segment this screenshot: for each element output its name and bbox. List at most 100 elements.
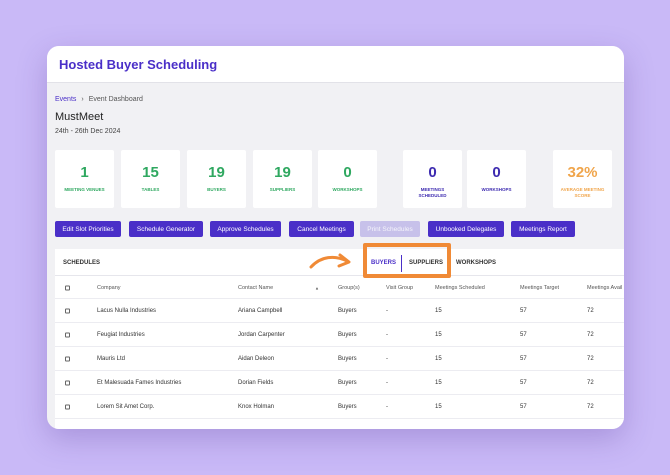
column-header-visit-group[interactable]: Visit Group [386,284,414,291]
stat-card-average-meeting-score: 32% AVERAGE MEETING SCORE [553,150,612,208]
stat-card-buyers: 19 BUYERS [187,150,246,208]
sort-asc-icon[interactable]: ▲ [315,285,319,290]
breadcrumb: Events › Event Dashboard [55,96,143,103]
cell-meetings-target: 57 [520,355,527,362]
cell-meetings-scheduled: 15 [435,307,442,314]
stat-value: 32% [567,164,598,181]
tab-buyers[interactable]: BUYERS [371,260,397,266]
cell-company: Et Malesuada Fames Industries [97,379,182,386]
top-bar: Hosted Buyer Scheduling [47,46,624,83]
print-schedules-button: Print Schedules [360,221,420,237]
cell-meetings-available: 72 [587,355,594,362]
cell-visit-group: - [386,331,388,338]
event-name: MustMeet [55,111,104,123]
cell-meetings-target: 57 [520,331,527,338]
stat-label: SUPPLIERS [269,187,296,192]
cell-meetings-target: 57 [520,379,527,386]
edit-slot-priorities-button[interactable]: Edit Slot Priorities [55,221,121,237]
breadcrumb-separator-icon: › [81,96,84,103]
stat-card-meeting-venues: 1 MEETING VENUES [55,150,114,208]
stat-label: BUYERS [207,187,226,192]
cell-meetings-available: 72 [587,307,594,314]
meetings-report-button[interactable]: Meetings Report [511,221,575,237]
cell-company: Feugiat Industries [97,331,145,338]
stat-card-scheduled-workshops: 0 WORKSHOPS [467,150,526,208]
cancel-meetings-button[interactable]: Cancel Meetings [289,221,354,237]
cell-contact: Knox Holman [238,403,275,410]
schedule-generator-button[interactable]: Schedule Generator [129,221,203,237]
tab-highlight-box [363,243,451,278]
stat-label: TABLES [141,187,160,192]
cell-contact: Aidan Deleon [238,355,275,362]
tab-divider [401,255,402,272]
cell-meetings-scheduled: 15 [435,403,442,410]
stat-card-meetings-scheduled: 0 MEETINGS SCHEDULED [403,150,462,208]
cell-meetings-available: 72 [587,379,594,386]
stat-card-suppliers: 19 SUPPLIERS [253,150,312,208]
schedules-title: SCHEDULES [63,260,101,266]
event-dates: 24th - 26th Dec 2024 [55,128,121,135]
cell-meetings-scheduled: 15 [435,331,442,338]
app-title: Hosted Buyer Scheduling [59,56,218,72]
stat-value: 0 [343,164,352,181]
column-header-contact[interactable]: Contact Name [238,284,274,291]
cell-meetings-available: 72 [587,403,594,410]
approve-schedules-button[interactable]: Approve Schedules [210,221,281,237]
app-window: Hosted Buyer Scheduling Events › Event D… [47,46,624,429]
table-row[interactable]: Lacus Nulla Industries Ariana Campbell B… [55,299,624,323]
cell-meetings-scheduled: 15 [435,355,442,362]
stat-value: 19 [208,164,225,181]
table-row[interactable]: Et Malesuada Fames Industries Dorian Fie… [55,371,624,395]
row-checkbox[interactable] [65,308,70,313]
stat-value: 0 [492,164,501,181]
pointer-arrow-icon [309,253,351,269]
cell-groups: Buyers [338,403,357,410]
tab-workshops[interactable]: WORKSHOPS [456,260,497,266]
table-row[interactable]: Lorem Sit Amet Corp. Knox Holman Buyers … [55,395,624,419]
stat-value: 15 [142,164,159,181]
row-checkbox[interactable] [65,404,70,409]
cell-meetings-target: 57 [520,307,527,314]
cell-groups: Buyers [338,355,357,362]
column-header-meetings-target[interactable]: Meetings Target [520,284,560,291]
select-all-checkbox[interactable] [65,285,70,290]
cell-company: Lorem Sit Amet Corp. [97,403,155,410]
table-row[interactable]: Mauris Ltd Aidan Deleon Buyers - 15 57 7… [55,347,624,371]
row-checkbox[interactable] [65,356,70,361]
cell-company: Lacus Nulla Industries [97,307,157,314]
stat-label: WORKSHOPS [332,187,363,192]
table-header-row: Company Contact Name ▲ Group(s) Visit Gr… [55,277,624,299]
column-header-groups[interactable]: Group(s) [338,284,360,291]
stat-card-tables: 15 TABLES [121,150,180,208]
cell-meetings-available: 72 [587,331,594,338]
tab-suppliers[interactable]: SUPPLIERS [409,260,444,266]
column-header-company[interactable]: Company [97,284,121,291]
stat-label: WORKSHOPS [481,187,512,192]
cell-visit-group: - [386,403,388,410]
row-checkbox[interactable] [65,332,70,337]
cell-visit-group: - [386,379,388,386]
table-row[interactable]: Feugiat Industries Jordan Carpenter Buye… [55,323,624,347]
stat-value: 1 [80,164,89,181]
stat-label: AVERAGE MEETING SCORE [560,187,605,198]
cell-groups: Buyers [338,379,357,386]
cell-visit-group: - [386,355,388,362]
column-header-meetings-scheduled[interactable]: Meetings Scheduled [435,284,485,291]
row-checkbox[interactable] [65,380,70,385]
cell-groups: Buyers [338,307,357,314]
breadcrumb-current: Event Dashboard [88,96,143,103]
cell-contact: Ariana Campbell [238,307,283,314]
schedules-table: Company Contact Name ▲ Group(s) Visit Gr… [55,277,624,419]
cell-company: Mauris Ltd [97,355,126,362]
schedules-panel: SCHEDULES BUYERS SUPPLIERS WORKSHOPS Com… [55,243,624,429]
cell-contact: Dorian Fields [238,379,274,386]
breadcrumb-events-link[interactable]: Events [55,96,77,103]
cell-visit-group: - [386,307,388,314]
column-header-meetings-available[interactable]: Meetings Avail [587,284,623,291]
unbooked-delegates-button[interactable]: Unbooked Delegates [428,221,504,237]
cell-meetings-target: 57 [520,403,527,410]
schedules-header: SCHEDULES BUYERS SUPPLIERS WORKSHOPS [55,243,624,278]
stat-value: 0 [428,164,437,181]
stat-label: MEETINGS SCHEDULED [418,187,447,198]
stat-card-workshops: 0 WORKSHOPS [318,150,377,208]
